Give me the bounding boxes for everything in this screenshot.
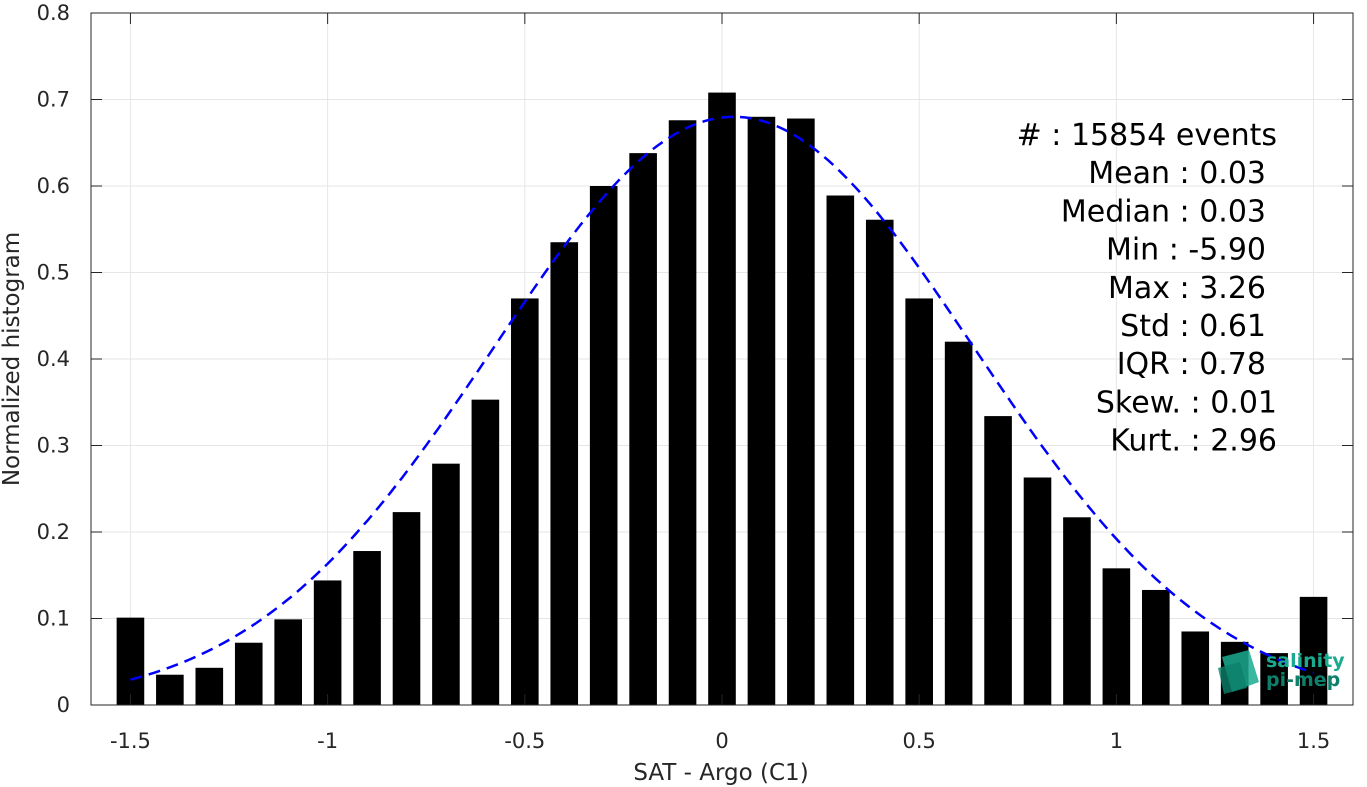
y-tick-label: 0.5 — [37, 261, 70, 285]
histogram-bar — [1102, 568, 1131, 705]
histogram-bar — [550, 242, 579, 705]
stat-line: IQR : 0.78 — [1117, 347, 1266, 382]
y-tick-label: 0.4 — [37, 347, 70, 371]
stat-line: Kurt. : 2.96 — [1110, 424, 1277, 459]
y-tick-label: 0.2 — [37, 520, 70, 544]
y-tick-label: 0.1 — [37, 607, 70, 631]
histogram-bar — [787, 118, 815, 705]
x-tick-label: -1.5 — [110, 729, 151, 753]
histogram-bar — [313, 580, 342, 705]
histogram-bar — [589, 186, 618, 705]
gaussian-fit-curve — [130, 115, 1314, 681]
histogram-bar — [471, 399, 500, 705]
logo-text-line1: salinity — [1266, 650, 1345, 672]
histogram-bar — [511, 298, 539, 705]
histogram-bar — [274, 619, 302, 705]
histogram-bar — [1063, 517, 1091, 705]
x-tick-labels: -1.5 -1 -0.5 0 0.5 1 1.5 — [110, 729, 1330, 753]
stat-line: Max : 3.26 — [1108, 271, 1266, 306]
x-axis-label: SAT - Argo (C1) — [633, 760, 808, 786]
histogram-bar — [668, 120, 697, 705]
histogram-bar — [984, 416, 1012, 705]
y-axis-label: Normalized histogram — [0, 232, 25, 486]
histogram-bar — [432, 463, 460, 705]
x-tick-label: 0 — [715, 729, 728, 753]
x-tick-label: -1 — [317, 729, 338, 753]
stat-line: Skew. : 0.01 — [1096, 385, 1277, 420]
histogram-bar — [1023, 477, 1052, 705]
stat-line: Min : -5.90 — [1106, 233, 1266, 268]
histogram-bar — [353, 551, 381, 705]
x-tick-label: 1.5 — [1297, 729, 1330, 753]
histogram-bar — [234, 642, 263, 705]
y-tick-label: 0.7 — [37, 88, 70, 112]
histogram-bar — [708, 92, 736, 705]
histogram-bar — [156, 674, 184, 705]
x-tick-label: 0.5 — [902, 729, 935, 753]
histogram-bar — [944, 341, 973, 705]
histogram-bars — [116, 92, 1328, 706]
axis-ticks — [91, 12, 1353, 706]
histogram-bar — [826, 195, 855, 705]
y-tick-label: 0 — [57, 693, 70, 717]
stat-line: Std : 0.61 — [1120, 309, 1266, 344]
stat-line: # : 15854 events — [1017, 118, 1277, 153]
histogram-bar — [629, 153, 657, 705]
histogram-bar — [195, 667, 224, 705]
histogram-bar — [865, 219, 894, 706]
histogram-bar — [1299, 596, 1328, 705]
logo-cube-icon — [1218, 662, 1247, 694]
y-tick-label: 0.8 — [37, 1, 70, 25]
logo-text-line2: pi-mep — [1266, 669, 1340, 691]
stat-line: Median : 0.03 — [1061, 194, 1266, 229]
histogram-bar — [1181, 631, 1210, 705]
y-tick-label: 0.3 — [37, 434, 70, 458]
stat-line: Mean : 0.03 — [1088, 156, 1266, 191]
histogram-bar — [747, 116, 776, 706]
x-tick-label: -0.5 — [504, 729, 545, 753]
histogram-bar — [1142, 589, 1170, 705]
histogram-bar — [905, 298, 933, 705]
y-tick-labels: 0 0.1 0.2 0.3 0.4 0.5 0.6 0.7 0.8 — [37, 1, 70, 717]
x-tick-label: 1 — [1110, 729, 1123, 753]
y-tick-label: 0.6 — [37, 174, 70, 198]
histogram-bar — [116, 617, 145, 705]
histogram-bar — [392, 512, 421, 705]
